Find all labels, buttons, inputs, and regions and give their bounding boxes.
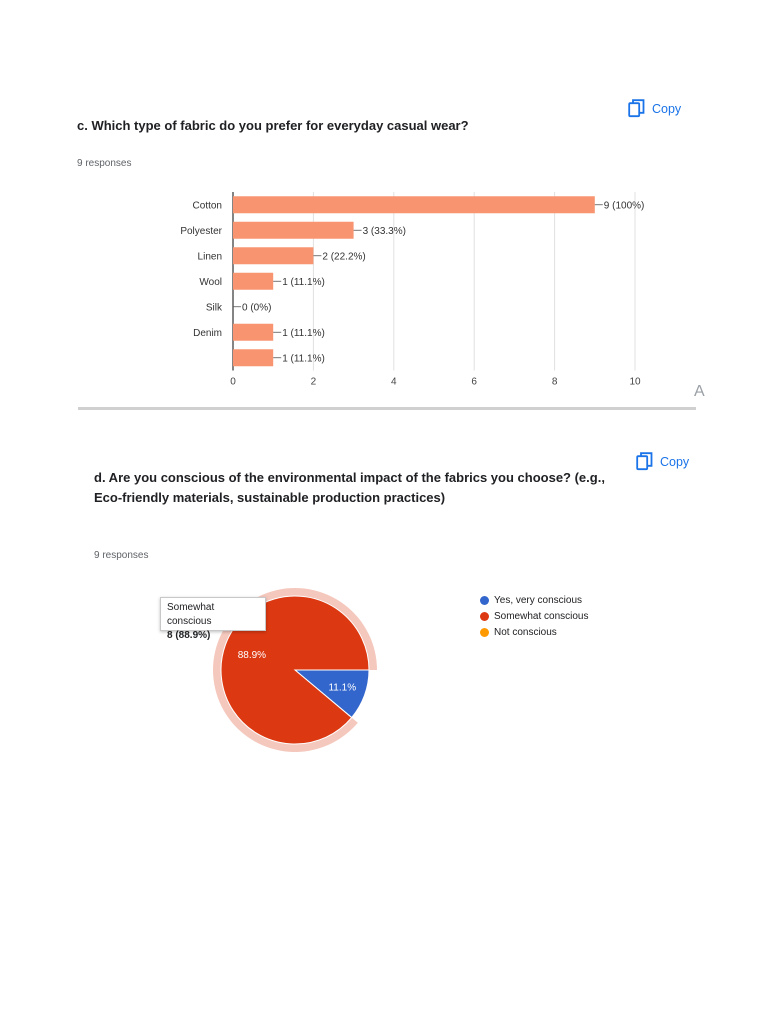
x-tick-label: 10 (629, 377, 641, 388)
conscious-pie-chart: 11.1% 88.9% (213, 588, 377, 752)
legend-label: Yes, very conscious (494, 594, 583, 606)
bar (233, 349, 274, 367)
copy-button-label: Copy (660, 454, 690, 469)
copy-button-label: Copy (652, 101, 682, 116)
legend-label: Not conscious (494, 626, 557, 638)
stray-glyph: A (694, 383, 705, 400)
category-label: Cotton (193, 200, 222, 211)
legend-swatch (480, 611, 489, 621)
data-label: 2 (22.2%) (322, 251, 365, 262)
section-divider (78, 407, 696, 410)
copy-icon (636, 452, 653, 471)
question-title-c: c. Which type of fabric do you prefer fo… (77, 118, 469, 133)
legend-label: Somewhat conscious (494, 610, 589, 622)
response-count-c: 9 responses (77, 158, 132, 169)
category-label: Denim (193, 328, 222, 339)
x-tick-label: 2 (311, 377, 317, 388)
fabric-bar-chart: 0 2 4 6 8 10 Cotton 9 (100%) Polyester 3 (33.3%) L… (180, 192, 645, 388)
legend-item: Not conscious (480, 624, 589, 640)
copy-icon (628, 99, 645, 118)
pie-legend: Yes, very conscious Somewhat conscious Not… (480, 592, 589, 640)
bar (233, 196, 595, 214)
data-label: 1 (11.1%) (282, 328, 325, 339)
response-count-d: 9 responses (94, 550, 149, 561)
data-label: 1 (11.1%) (282, 353, 325, 364)
tooltip-value: 8 (88.9%) (167, 630, 211, 641)
bar (233, 247, 314, 265)
legend-swatch (480, 595, 489, 605)
category-label: Wool (199, 277, 222, 288)
pie-tooltip: Somewhat conscious 8 (88.9%) (160, 597, 266, 641)
data-label: 3 (33.3%) (363, 226, 406, 237)
copy-button-c[interactable]: Copy (628, 99, 681, 118)
slice-label: 11.1% (328, 683, 356, 694)
legend-item: Yes, very conscious (480, 592, 589, 608)
x-tick-label: 6 (471, 377, 477, 388)
data-label: 1 (11.1%) (282, 277, 325, 288)
category-label: Silk (206, 302, 223, 313)
question-title-d-line2: Eco-friendly materials, sustainable prod… (94, 490, 446, 505)
pie-slice (220, 595, 370, 745)
legend-swatch (480, 627, 489, 637)
question-title-d-line1: d. Are you conscious of the environmenta… (94, 470, 605, 485)
data-label: 0 (0%) (242, 302, 271, 313)
bar (233, 323, 274, 341)
tooltip-label: Somewhat conscious (167, 602, 215, 627)
x-tick-label: 8 (552, 377, 558, 388)
x-tick-label: 4 (391, 377, 397, 388)
x-tick-label: 0 (230, 377, 236, 388)
slice-label: 88.9% (238, 650, 266, 661)
category-label: Polyester (180, 226, 222, 237)
bar (233, 272, 274, 290)
category-label: Linen (198, 251, 222, 262)
legend-item: Somewhat conscious (480, 608, 589, 624)
copy-button-d[interactable]: Copy (636, 452, 689, 471)
data-label: 9 (100%) (604, 200, 645, 211)
bar (233, 221, 354, 239)
